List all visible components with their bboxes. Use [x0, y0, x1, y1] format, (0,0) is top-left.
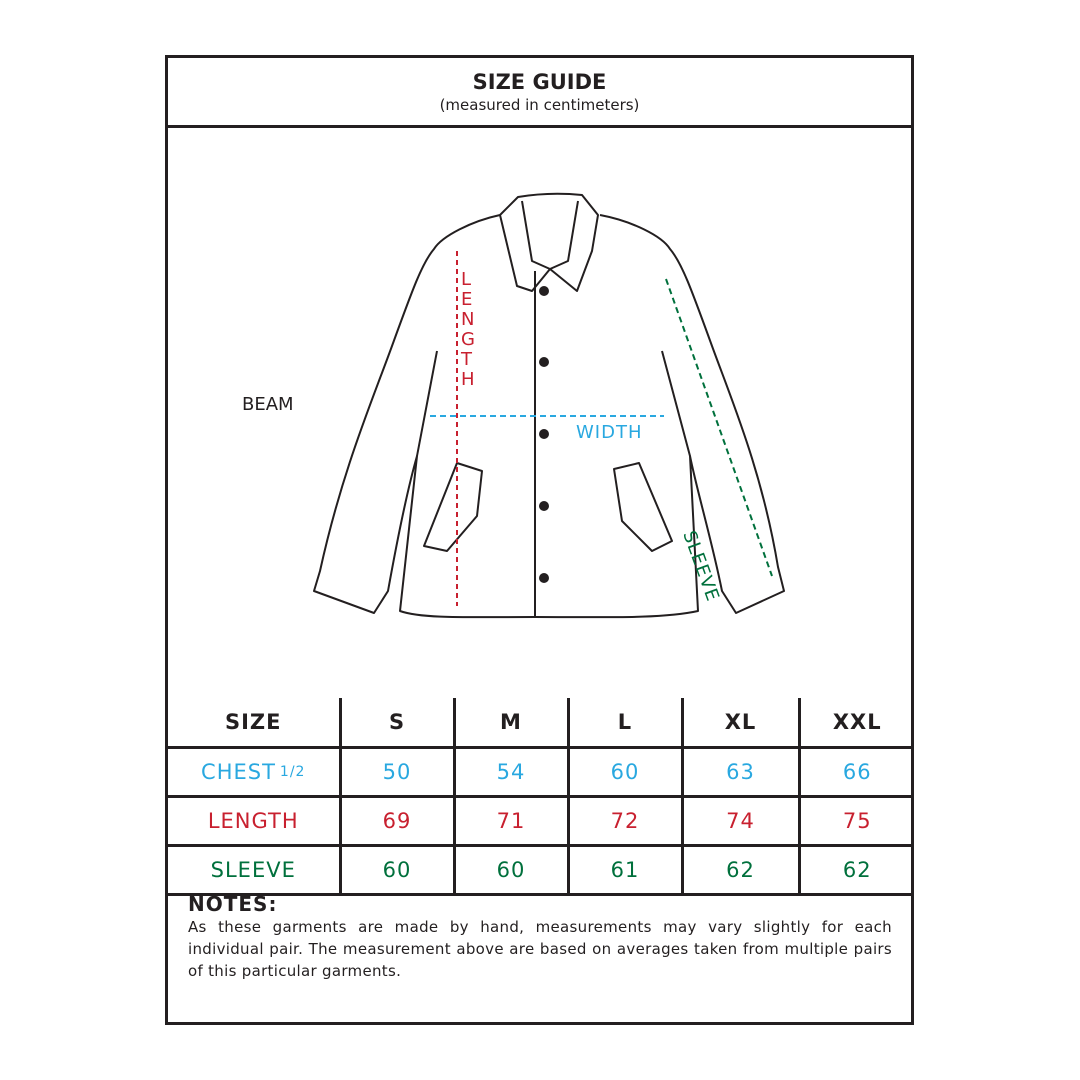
jacket-drawing [313, 192, 785, 619]
header-cell: L [566, 698, 684, 749]
cell: 61 [566, 843, 684, 896]
table-row: LENGTH 69 71 72 74 75 [168, 794, 914, 847]
size-table: SIZE S M L XL XXL CHEST 1/2 50 54 60 63 6… [168, 698, 914, 896]
row-label: SLEEVE [168, 843, 342, 896]
header-cell: M [452, 698, 570, 749]
cell: 74 [680, 794, 801, 847]
cell: 71 [452, 794, 570, 847]
cell: 62 [797, 843, 914, 896]
cell: 60 [452, 843, 570, 896]
cell: 66 [797, 745, 914, 798]
cell: 54 [452, 745, 570, 798]
size-guide: SIZE GUIDE (measured in centimeters) BEA… [165, 55, 914, 1025]
pocket-left [423, 462, 483, 552]
table-header-row: SIZE S M L XL XXL [168, 698, 914, 749]
notes-body: As these garments are made by hand, meas… [188, 918, 892, 980]
table-row: SLEEVE 60 60 61 62 62 [168, 843, 914, 896]
row-label: LENGTH [168, 794, 342, 847]
cell: 72 [566, 794, 684, 847]
header-cell: S [338, 698, 456, 749]
pocket-right [613, 462, 673, 552]
header: SIZE GUIDE (measured in centimeters) [168, 58, 911, 128]
cell: 60 [566, 745, 684, 798]
header-cell: SIZE [168, 698, 342, 749]
buttons [539, 286, 549, 583]
width-label: WIDTH [576, 422, 643, 443]
cell: 75 [797, 794, 914, 847]
subtitle: (measured in centimeters) [439, 96, 640, 114]
row-label: CHEST 1/2 [168, 745, 342, 798]
brand-label: BEAM [242, 394, 294, 415]
table-row: CHEST 1/2 50 54 60 63 66 [168, 745, 914, 798]
header-cell: XL [680, 698, 801, 749]
page-title: SIZE GUIDE [472, 70, 607, 94]
sleeve-line [665, 278, 773, 577]
cell: 60 [338, 843, 456, 896]
cell: 63 [680, 745, 801, 798]
jacket-illustration: BEAM LENGTH WIDTH SLEEVE [168, 128, 911, 701]
collar [499, 192, 599, 292]
cell: 50 [338, 745, 456, 798]
length-label: LENGTH [461, 269, 475, 390]
cell: 62 [680, 843, 801, 896]
header-cell: XXL [797, 698, 914, 749]
notes-title: NOTES: [188, 892, 278, 916]
jacket-body [313, 214, 785, 619]
notes: NOTES: As these garments are made by han… [188, 892, 892, 982]
cell: 69 [338, 794, 456, 847]
